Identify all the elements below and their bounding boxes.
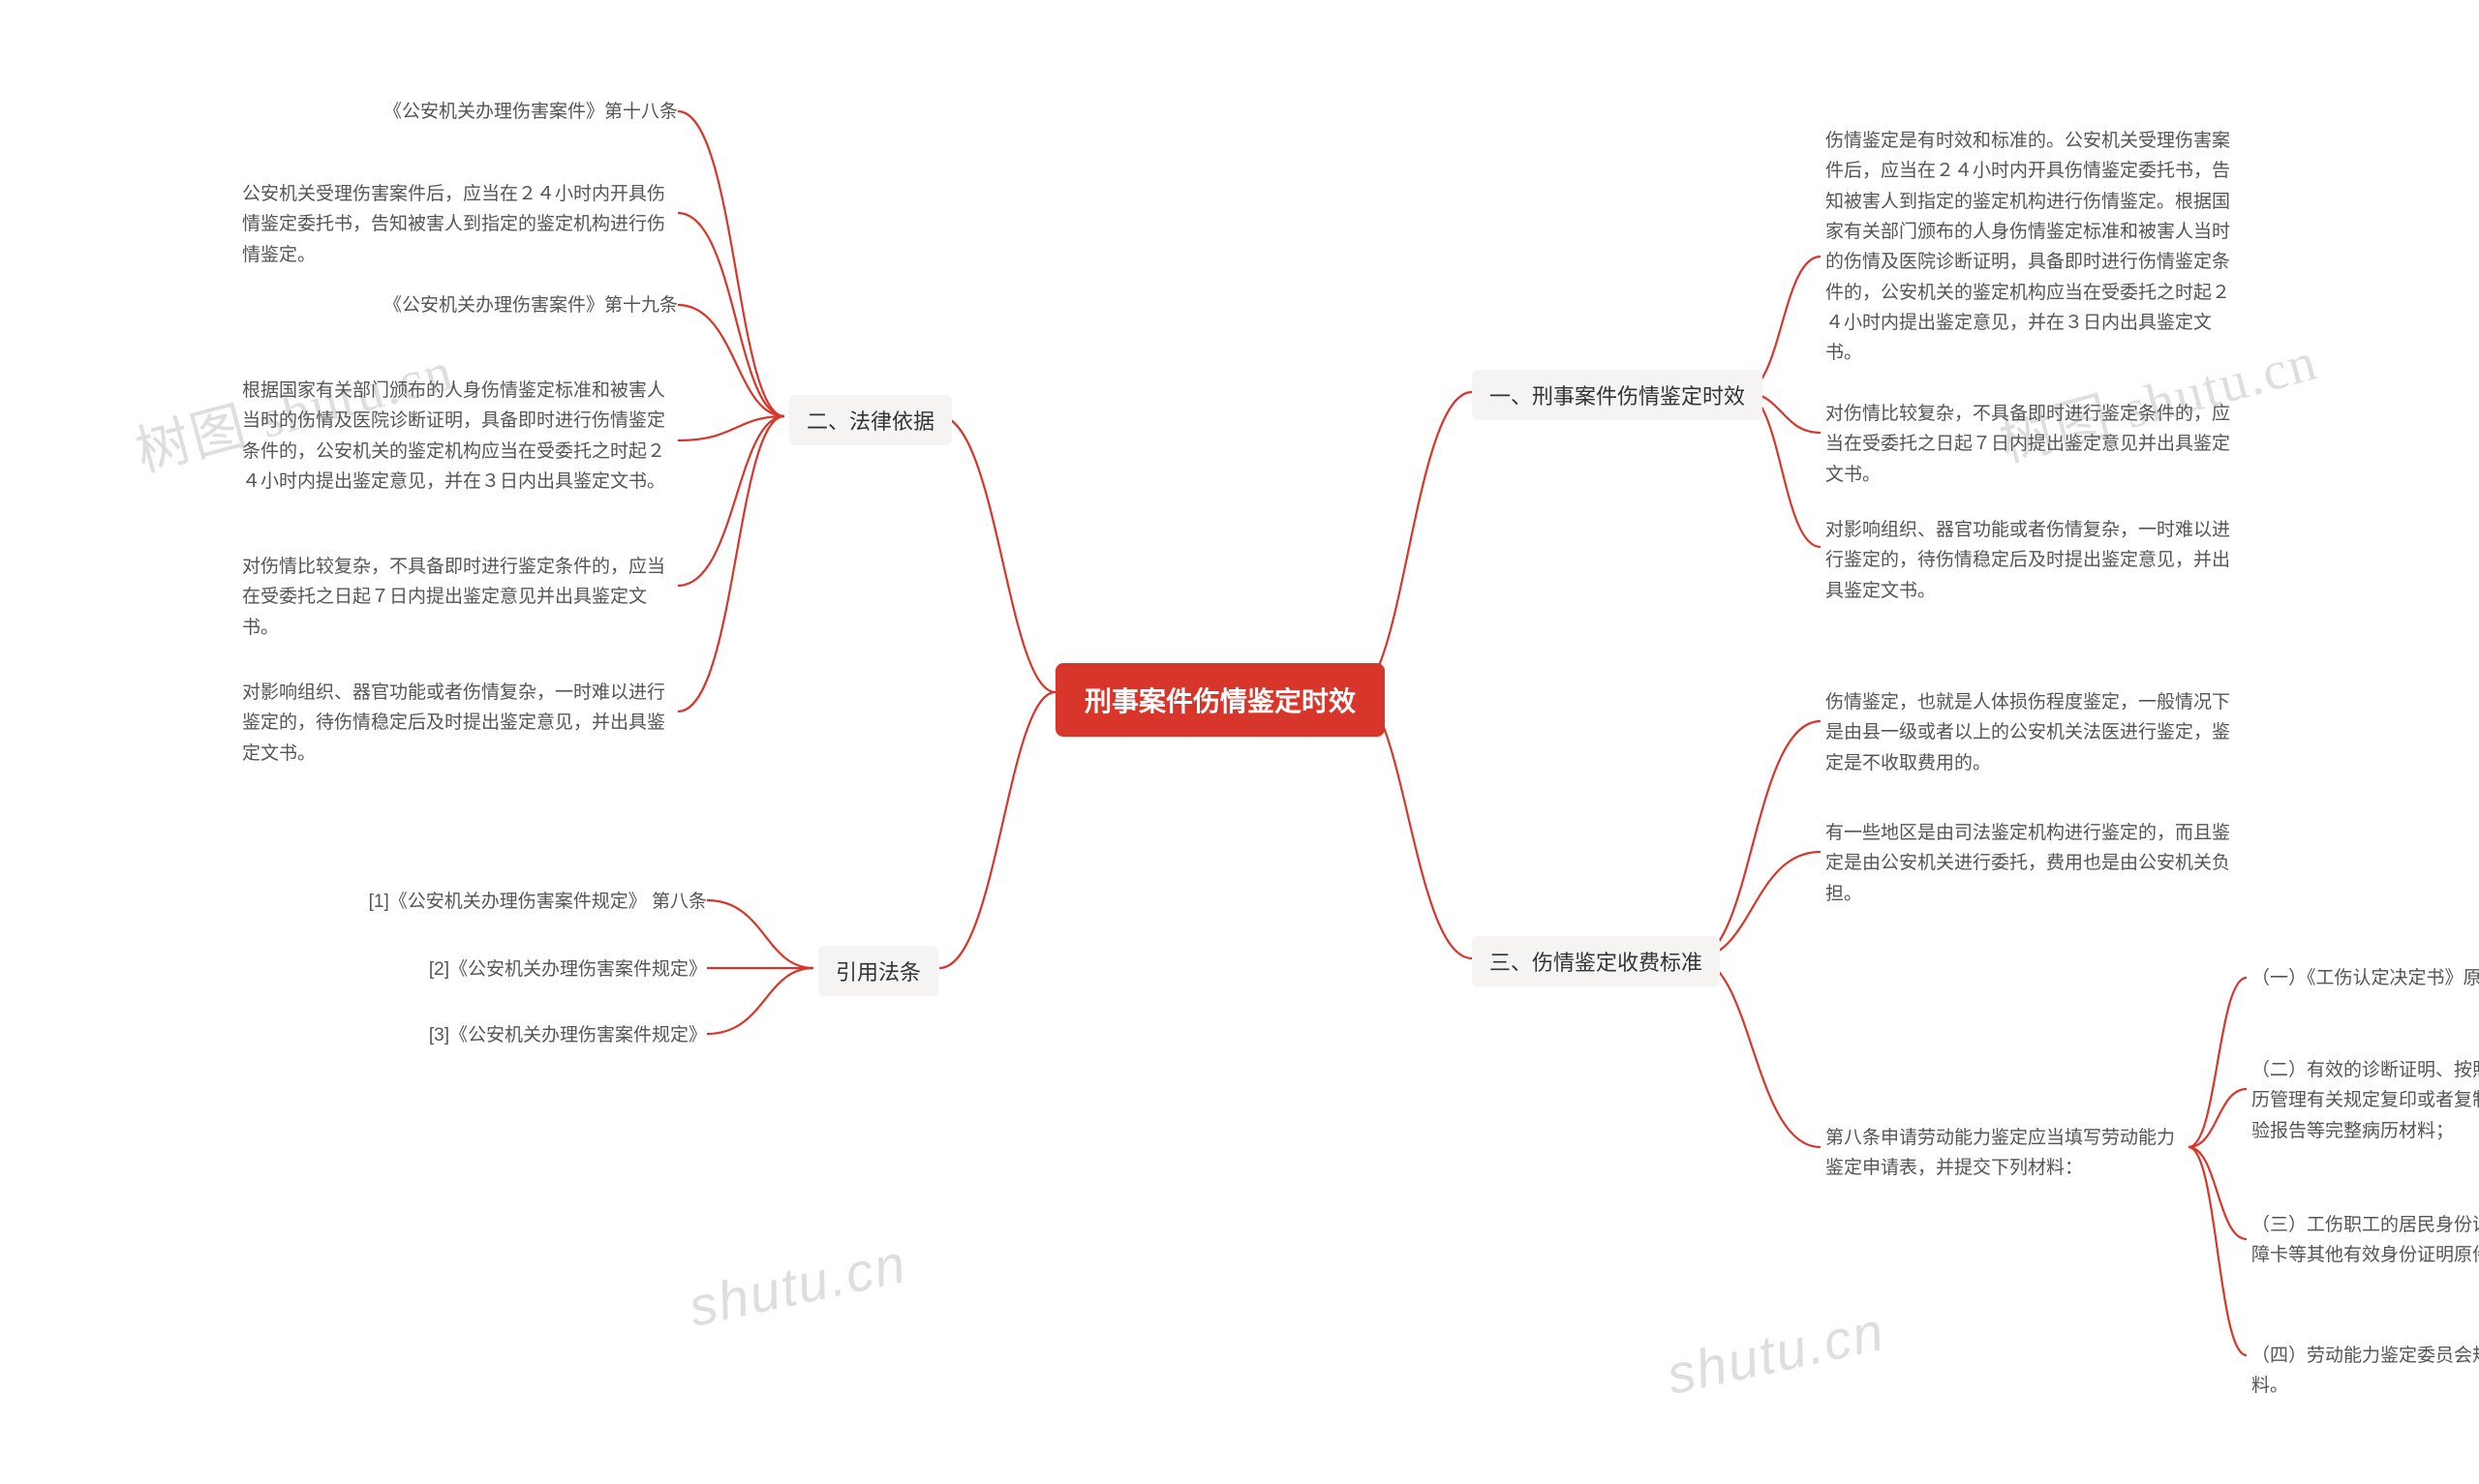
branch-right-3: 三、伤情鉴定收费标准 <box>1472 936 1720 986</box>
leaf: 对伤情比较复杂，不具备即时进行鉴定条件的，应当在受委托之日起７日内提出鉴定意见并… <box>242 552 678 643</box>
root-node: 刑事案件伤情鉴定时效 <box>1056 663 1385 737</box>
leaf: （三）工伤职工的居民身份证或者社会保障卡等其他有效身份证明原件和复印件； <box>2251 1210 2479 1271</box>
branch-left-ref: 引用法条 <box>818 946 938 996</box>
leaf: （一）《工伤认定决定书》原件和复印件； <box>2251 963 2479 993</box>
leaf: 第八条申请劳动能力鉴定应当填写劳动能力鉴定申请表，并提交下列材料： <box>1825 1123 2184 1184</box>
leaf: （四）劳动能力鉴定委员会规定的其他材料。 <box>2251 1341 2479 1402</box>
leaf: 对影响组织、器官功能或者伤情复杂，一时难以进行鉴定的，待伤情稳定后及时提出鉴定意… <box>1825 515 2232 606</box>
branch-left-2: 二、法律依据 <box>789 395 952 445</box>
leaf: 有一些地区是由司法鉴定机构进行鉴定的，而且鉴定是由公安机关进行委托，费用也是由公… <box>1825 818 2232 909</box>
leaf: 根据国家有关部门颁布的人身伤情鉴定标准和被害人当时的伤情及医院诊断证明，具备即时… <box>242 376 678 497</box>
leaf: （二）有效的诊断证明、按照医疗机构病历管理有关规定复印或者复制的检查、检验报告等… <box>2251 1055 2479 1146</box>
leaf: 伤情鉴定，也就是人体损伤程度鉴定，一般情况下是由县一级或者以上的公安机关法医进行… <box>1825 687 2232 778</box>
leaf: 《公安机关办理伤害案件》第十八条 <box>242 97 678 127</box>
leaf: [3]《公安机关办理伤害案件规定》 <box>329 1020 707 1050</box>
watermark: shutu.cn <box>1662 1299 1890 1407</box>
leaf: 对影响组织、器官功能或者伤情复杂，一时难以进行鉴定的，待伤情稳定后及时提出鉴定意… <box>242 678 678 769</box>
leaf: [2]《公安机关办理伤害案件规定》 <box>329 954 707 984</box>
leaf: [1]《公安机关办理伤害案件规定》 第八条 <box>329 887 707 917</box>
branch-right-1: 一、刑事案件伤情鉴定时效 <box>1472 370 1762 420</box>
leaf: 《公安机关办理伤害案件》第十九条 <box>242 290 678 320</box>
leaf: 对伤情比较复杂，不具备即时进行鉴定条件的，应当在受委托之日起７日内提出鉴定意见并… <box>1825 399 2232 490</box>
leaf: 伤情鉴定是有时效和标准的。公安机关受理伤害案件后，应当在２４小时内开具伤情鉴定委… <box>1825 126 2232 369</box>
leaf: 公安机关受理伤害案件后，应当在２４小时内开具伤情鉴定委托书，告知被害人到指定的鉴… <box>242 179 678 270</box>
watermark: shutu.cn <box>684 1231 912 1339</box>
